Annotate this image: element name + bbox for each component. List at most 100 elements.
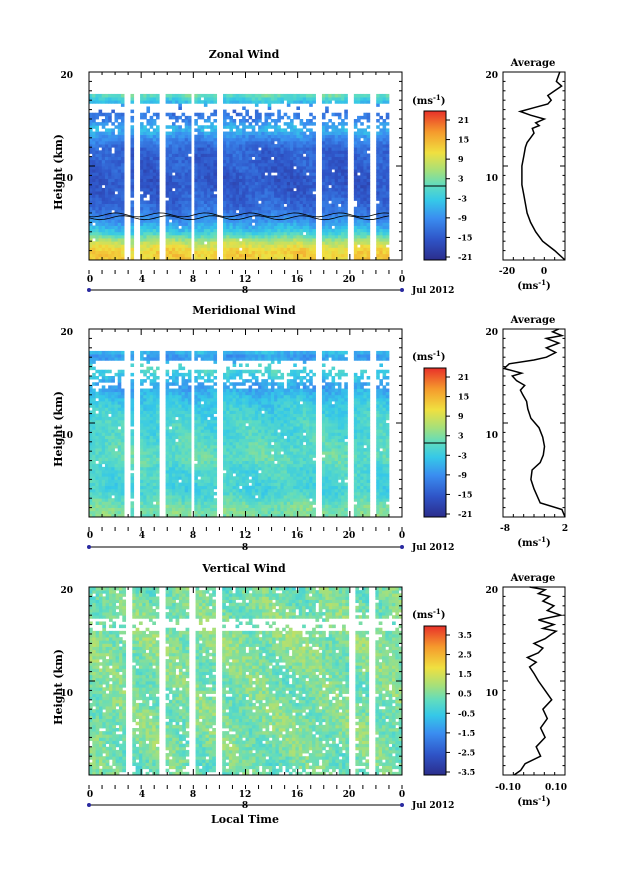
heatmap-cell (261, 206, 265, 211)
heatmap-cell (385, 144, 390, 148)
heatmap-cell (382, 187, 387, 192)
heatmap-cell (104, 435, 109, 440)
heatmap-cell (242, 153, 246, 157)
heatmap-cell (309, 244, 313, 248)
heatmap-cell (187, 219, 192, 223)
heatmap-cell (130, 194, 135, 198)
heatmap-cell (117, 203, 122, 208)
heatmap-cell (168, 501, 173, 505)
heatmap-cell (143, 438, 147, 443)
heatmap-cell (357, 166, 361, 170)
heatmap-cell (379, 238, 383, 242)
heatmap-cell (184, 250, 189, 255)
heatmap-cell (168, 256, 173, 261)
heatmap-cell (184, 162, 189, 167)
heatmap-cell (200, 147, 205, 151)
heatmap-cell (210, 194, 214, 198)
heatmap-cell (223, 134, 227, 139)
heatmap-cell (178, 187, 182, 192)
heatmap-cell (184, 175, 189, 179)
heatmap-cell (238, 172, 243, 176)
heatmap-cell (334, 162, 339, 167)
heatmap-cell (104, 238, 109, 242)
heatmap-cell (331, 219, 336, 223)
heatmap-cell (353, 213, 358, 217)
heatmap-cell (232, 100, 237, 104)
heatmap-cell (92, 504, 96, 508)
heatmap-cell (146, 448, 151, 452)
heatmap-cell (283, 250, 288, 255)
heatmap-cell (101, 394, 106, 399)
heatmap-cell (95, 444, 99, 449)
heatmap-cell (143, 206, 147, 211)
heatmap-cell (242, 213, 246, 217)
heatmap-cell (360, 206, 364, 211)
heatmap-cell (366, 97, 371, 101)
heatmap-cell (293, 97, 297, 101)
heatmap-cell (305, 140, 310, 145)
heatmap-cell (95, 197, 99, 201)
heatmap-cell (178, 181, 182, 186)
heatmap-cell (312, 241, 316, 245)
heatmap-cell (366, 222, 371, 226)
heatmap-cell (149, 119, 154, 123)
heatmap-cell (328, 247, 332, 251)
heatmap-cell (95, 241, 99, 245)
heatmap-cell (305, 209, 310, 214)
heatmap-cell (264, 159, 269, 164)
heatmap-cell (95, 457, 99, 461)
heatmap-cell (168, 388, 173, 393)
heatmap-cell (117, 416, 122, 421)
heatmap-cell (197, 234, 202, 239)
heatmap-cell (194, 153, 198, 157)
heatmap-cell (280, 153, 285, 157)
heatmap-cell (140, 222, 144, 226)
heatmap-cell (229, 206, 233, 211)
heatmap-cell (130, 388, 135, 393)
heatmap-cell (334, 131, 339, 136)
heatmap-cell (223, 159, 227, 164)
heatmap-cell (213, 137, 218, 142)
heatmap-cell (331, 238, 336, 242)
heatmap-cell (360, 256, 364, 261)
heatmap-cell (261, 238, 265, 242)
heatmap-cell (331, 131, 336, 136)
heatmap-cell (254, 222, 259, 226)
heatmap-cell (152, 153, 157, 157)
heatmap-cell (210, 222, 214, 226)
heatmap-cell (309, 153, 313, 157)
heatmap-cell (156, 366, 160, 371)
heatmap-cell (178, 238, 182, 242)
heatmap-cell (98, 140, 103, 145)
heatmap-cell (104, 429, 109, 433)
heatmap-cell (171, 131, 176, 136)
heatmap-cell (130, 234, 135, 239)
heatmap-cell (152, 184, 157, 189)
heatmap-cell (331, 150, 336, 154)
heatmap-cell (238, 166, 243, 170)
heatmap-cell (312, 175, 316, 179)
heatmap-cell (261, 216, 265, 220)
heatmap-cell (251, 150, 256, 154)
heatmap-cell (104, 234, 109, 239)
heatmap-cell (229, 131, 233, 136)
heatmap-cell (152, 357, 157, 361)
heatmap-cell (175, 247, 179, 251)
heatmap-cell (111, 122, 115, 126)
heatmap-cell (238, 206, 243, 211)
heatmap-cell (171, 238, 176, 242)
heatmap-cell (302, 97, 307, 101)
heatmap-cell (337, 206, 342, 211)
heatmap-cell (114, 429, 119, 433)
heatmap-cell (120, 350, 125, 355)
heatmap-cell (334, 128, 339, 132)
heatmap-cell (293, 172, 297, 176)
heatmap-cell (98, 379, 103, 383)
heatmap-cell (353, 250, 358, 255)
heatmap-cell (140, 159, 144, 164)
heatmap-cell (385, 216, 390, 220)
heatmap-cell (114, 97, 119, 101)
heatmap-cell (254, 187, 259, 192)
heatmap-cell (344, 109, 348, 114)
heatmap-cell (111, 253, 115, 258)
